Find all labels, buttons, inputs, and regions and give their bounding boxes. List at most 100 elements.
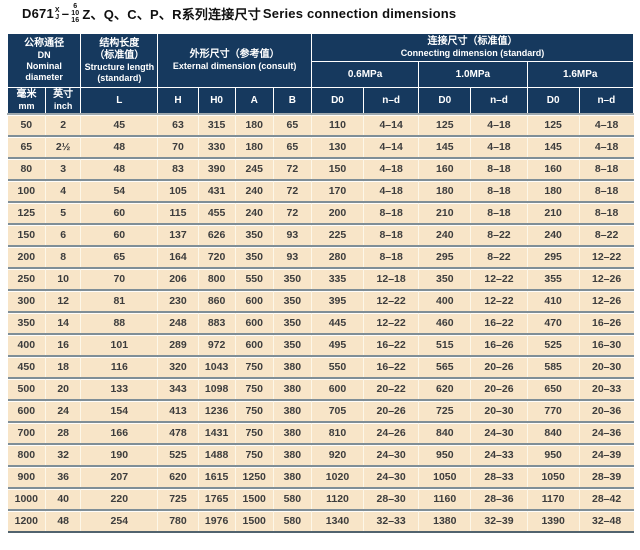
table-cell: 72: [273, 156, 312, 180]
table-cell: 81: [80, 288, 159, 312]
table-cell: 1431: [198, 420, 236, 444]
table-body: 50 2 45 63 315 180 65 110 4–14 125 4–18 125 4–18 65 2½…: [7, 112, 634, 533]
header-connecting-cn: 连接尺寸（标准值）: [427, 36, 518, 47]
model-supsub: X J: [55, 7, 60, 21]
table-cell: 450: [7, 354, 47, 378]
header-col-D0-06: D0: [310, 87, 365, 114]
table-cell: 478: [157, 420, 199, 444]
table-cell: 150: [311, 156, 365, 180]
table-cell: 32–39: [470, 508, 528, 533]
table-cell: 130: [311, 134, 365, 158]
table-cell: 4–14: [363, 134, 420, 158]
table-cell: 28: [45, 420, 82, 444]
table-cell: 4–14: [363, 112, 420, 136]
table-cell: 600: [311, 376, 365, 400]
table-cell: 65: [273, 134, 312, 158]
table-cell: 2½: [45, 134, 82, 158]
table-cell: 800: [198, 266, 236, 290]
table-cell: 200: [311, 200, 365, 224]
table-cell: 12–22: [470, 288, 528, 312]
table-cell: 780: [157, 508, 199, 533]
table-row: 100 4 54 105 431 240 72 170 4–18 180 8–18 180 8–18: [7, 178, 634, 202]
title-dash: –: [61, 6, 70, 21]
table-cell: 395: [311, 288, 365, 312]
table-cell: 585: [527, 354, 580, 378]
header-pressure-10: 1.0MPa: [418, 61, 528, 88]
table-cell: 860: [198, 288, 236, 312]
table-cell: 1050: [527, 464, 580, 488]
table-cell: 5: [45, 200, 82, 224]
header-external-en: External dimension (consult): [172, 61, 297, 71]
header-nominal-cn: 公称通径: [24, 38, 65, 49]
table-cell: 350: [7, 310, 47, 334]
table-cell: 620: [157, 464, 199, 488]
header-nominal-diameter: 公称通径 DN Nominal diameter: [6, 33, 82, 88]
table-cell: 840: [527, 420, 580, 444]
table-cell: 100: [7, 178, 47, 202]
table-cell: 48: [80, 156, 159, 180]
table-cell: 116: [80, 354, 159, 378]
table-cell: 413: [157, 398, 199, 422]
table-cell: 125: [7, 200, 47, 224]
table-cell: 14: [45, 310, 82, 334]
header-external-cn: 外形尺寸（参考值）: [189, 49, 280, 60]
table-cell: 1020: [311, 464, 365, 488]
table-cell: 4–18: [579, 134, 634, 158]
table-cell: 4–18: [470, 112, 528, 136]
header-mm-en: mm: [18, 100, 35, 111]
table-cell: 20–36: [579, 398, 634, 422]
header-inch-cn: 英寸: [53, 88, 74, 100]
table-cell: 24–30: [363, 442, 420, 466]
table-cell: 65: [7, 134, 47, 158]
table-cell: 180: [527, 178, 580, 202]
table-cell: 770: [527, 398, 580, 422]
table-cell: 10: [45, 266, 82, 290]
table-cell: 164: [157, 244, 199, 268]
table-cell: 12: [45, 288, 82, 312]
table-cell: 330: [198, 134, 236, 158]
table-cell: 390: [198, 156, 236, 180]
table-cell: 720: [198, 244, 236, 268]
table-cell: 24–30: [363, 464, 420, 488]
table-cell: 18: [45, 354, 82, 378]
header-inch-en: inch: [53, 100, 73, 111]
table-cell: 750: [235, 376, 274, 400]
table-cell: 1340: [311, 508, 365, 533]
table-cell: 72: [273, 178, 312, 202]
table-cell: 350: [273, 288, 312, 312]
table-cell: 350: [273, 310, 312, 334]
table-cell: 350: [418, 266, 472, 290]
table-cell: 1500: [235, 508, 274, 533]
table-cell: 8–18: [363, 244, 420, 268]
table-cell: 24–26: [363, 420, 420, 444]
table-cell: 24: [45, 398, 82, 422]
table-cell: 20–30: [579, 354, 634, 378]
header-pressure-16: 1.6MPa: [526, 61, 635, 88]
table-cell: 8–18: [579, 178, 634, 202]
title-series-en: Series connection dimensions: [262, 6, 457, 21]
table-cell: 600: [7, 398, 47, 422]
table-cell: 250: [7, 266, 47, 290]
table-cell: 380: [273, 442, 312, 466]
table-cell: 180: [235, 134, 274, 158]
table-cell: 525: [527, 332, 580, 356]
table-cell: 445: [311, 310, 365, 334]
table-cell: 93: [273, 244, 312, 268]
header-col-D0-16: D0: [526, 87, 580, 114]
table-cell: 1098: [198, 376, 236, 400]
table-cell: 12–22: [363, 310, 420, 334]
table-cell: 626: [198, 222, 236, 246]
table-cell: 40: [45, 486, 82, 510]
table-cell: 455: [198, 200, 236, 224]
model-code: D671: [22, 6, 54, 21]
table-row: 50 2 45 63 315 180 65 110 4–14 125 4–18 125 4–18: [7, 112, 634, 136]
table-cell: 1615: [198, 464, 236, 488]
table-cell: 4–18: [470, 134, 528, 158]
table-cell: 320: [157, 354, 199, 378]
header-nominal-en1: Nominal: [26, 61, 62, 71]
table-cell: 8–18: [579, 200, 634, 224]
table-cell: 580: [273, 508, 312, 533]
table-cell: 4–18: [363, 156, 420, 180]
table-cell: 840: [418, 420, 472, 444]
table-cell: 4: [45, 178, 82, 202]
